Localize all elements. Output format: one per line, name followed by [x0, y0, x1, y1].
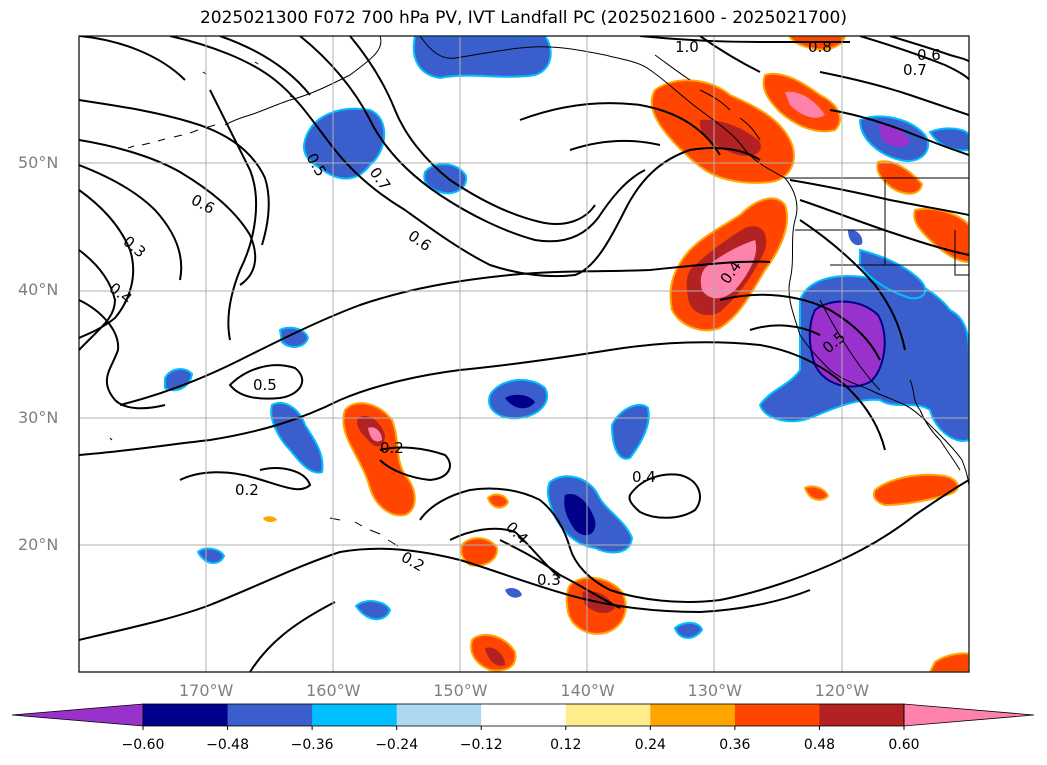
latitude-label: 20°N: [18, 534, 59, 554]
longitude-label: 130°W: [687, 681, 742, 700]
latitude-label: 40°N: [18, 280, 59, 300]
colorbar-tick-label: 0.36: [719, 737, 751, 753]
contour-label: 0.2: [235, 481, 259, 499]
colorbar-tick-label: 0.48: [803, 737, 836, 753]
pv-contour-layer: [79, 36, 969, 672]
contour-label: 1.0: [675, 38, 699, 56]
colorbar-tick-label: 0.24: [634, 737, 666, 753]
contour-label: 0.2: [380, 439, 404, 457]
coastline-layer: [109, 36, 969, 547]
latitude-label: 30°N: [18, 407, 59, 427]
contour-label: 0.7: [903, 61, 927, 79]
colorbar-tick-label: −0.36: [290, 737, 334, 753]
colorbar-segment: [396, 704, 482, 726]
contour-label: 0.6: [405, 227, 435, 255]
colorbar-segment: [734, 704, 820, 726]
colorbar-tick-label: −0.12: [459, 737, 503, 753]
colorbar-tick-label: 0.60: [888, 737, 920, 753]
contour-label: 0.8: [808, 38, 832, 56]
colorbar-tick-label: −0.24: [375, 737, 419, 753]
negative-anomaly-patches: [164, 36, 969, 639]
anomaly-fill-layer: [164, 36, 969, 672]
longitude-label: 160°W: [306, 681, 361, 700]
colorbar-segment: [143, 704, 229, 726]
longitude-label: 120°W: [814, 681, 870, 700]
colorbar-segment: [312, 704, 398, 726]
colorbar: [11, 703, 1035, 730]
longitude-label: 150°W: [433, 681, 488, 700]
map-frame: [78, 35, 970, 673]
graticule: [79, 36, 969, 672]
colorbar-segment: [481, 704, 567, 726]
colorbar-segment: [819, 704, 905, 726]
colorbar-segment: [650, 704, 736, 726]
map-title: 2025021300 F072 700 hPa PV, IVT Landfall…: [199, 8, 847, 28]
contour-label: 0.6: [917, 46, 941, 64]
colorbar-extend-low: [11, 703, 144, 727]
longitude-label: 140°W: [560, 681, 615, 700]
colorbar-tick-label: −0.60: [121, 737, 165, 753]
colorbar-tick-label: −0.48: [206, 737, 249, 753]
longitude-label: 170°W: [178, 681, 234, 700]
latitude-label: 50°N: [18, 153, 59, 173]
colorbar-tick-label: 0.12: [550, 737, 582, 753]
contour-label: 0.7: [366, 164, 394, 194]
positive-anomaly-patches: [263, 36, 969, 672]
contour-label: 0.5: [253, 376, 277, 394]
colorbar-segment: [227, 704, 313, 726]
colorbar-segment: [565, 704, 651, 726]
colorbar-outline: [142, 703, 905, 727]
colorbar-extend-high: [903, 703, 1035, 727]
contour-label: 0.4: [632, 468, 656, 486]
contour-label: 0.3: [537, 571, 561, 589]
